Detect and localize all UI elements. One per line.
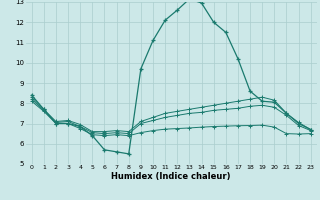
- X-axis label: Humidex (Indice chaleur): Humidex (Indice chaleur): [111, 172, 231, 181]
